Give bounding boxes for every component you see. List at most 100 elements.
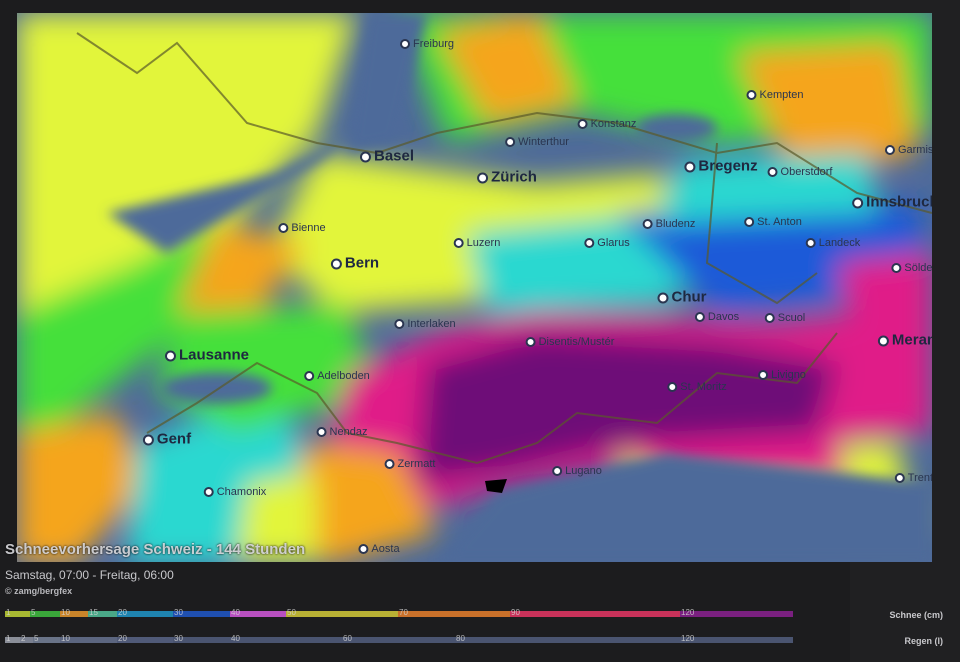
city-label: Freiburg bbox=[400, 38, 454, 50]
city-label: Chamonix bbox=[203, 486, 267, 498]
city-dot-icon bbox=[852, 197, 864, 209]
city-dot-icon bbox=[330, 258, 342, 270]
legend-tick-label: 30 bbox=[174, 608, 183, 617]
legend-tick-label: 15 bbox=[89, 608, 98, 617]
legend-tick-label: 40 bbox=[231, 608, 240, 617]
city-name: Freiburg bbox=[413, 38, 454, 50]
city-name: Davos bbox=[707, 311, 740, 323]
legend-color-segment bbox=[88, 611, 117, 617]
legend-color-segment bbox=[455, 637, 680, 643]
city-name: St. Moritz bbox=[680, 381, 727, 393]
city-dot-icon bbox=[667, 382, 678, 393]
city-name: Bludenz bbox=[655, 218, 696, 230]
city-label: Nendaz bbox=[316, 426, 368, 438]
city-name: Innsbruck bbox=[866, 193, 932, 211]
city-dot-icon bbox=[884, 145, 895, 156]
city-name: Lausanne bbox=[178, 346, 250, 364]
legend-color-segment bbox=[117, 611, 173, 617]
legend-tick-label: 1 bbox=[6, 634, 11, 643]
city-name: Luzern bbox=[466, 237, 501, 249]
rain-legend-scale: 1 2 5 10 20 30 40 60 80 120 bbox=[5, 634, 793, 643]
legend-tick-label: 50 bbox=[287, 608, 296, 617]
legend-tick-label: 5 bbox=[31, 608, 36, 617]
legend-color-segment bbox=[5, 611, 30, 617]
snow-legend-scale: 1 5 10 15 20 30 40 50 70 90 120 bbox=[5, 608, 793, 617]
legend-tick-label: 10 bbox=[61, 608, 70, 617]
city-label: Garmisch bbox=[884, 144, 932, 156]
city-label: Chur bbox=[657, 289, 707, 306]
city-label: Disentis/Mustér bbox=[525, 336, 615, 348]
city-dot-icon bbox=[746, 90, 757, 101]
city-name: Nendaz bbox=[329, 426, 368, 438]
city-dot-icon bbox=[694, 312, 705, 323]
city-dot-icon bbox=[684, 161, 696, 173]
legend-tick-label: 70 bbox=[399, 608, 408, 617]
legend-tick-label: 120 bbox=[681, 608, 695, 617]
city-label: Sölden bbox=[891, 262, 932, 274]
legend-tick-label: 2 bbox=[21, 634, 26, 643]
legend-tick-label: 40 bbox=[231, 634, 240, 643]
city-dot-icon bbox=[577, 119, 588, 130]
city-dot-icon bbox=[394, 319, 405, 330]
city-dot-icon bbox=[316, 427, 327, 438]
city-label: Davos bbox=[694, 311, 740, 323]
rain-legend-label: Regen (l) bbox=[904, 636, 943, 646]
city-label: Meran bbox=[877, 331, 932, 349]
snow-forecast-map[interactable]: Freiburg Basel Konstanz Winterthur Zürich Bre… bbox=[17, 13, 932, 562]
city-dot-icon bbox=[359, 151, 371, 163]
city-name: Zürich bbox=[491, 168, 537, 186]
city-dot-icon bbox=[642, 219, 653, 230]
city-name: Bregenz bbox=[698, 157, 758, 175]
city-dot-icon bbox=[164, 350, 176, 362]
city-label: Bern bbox=[330, 254, 380, 272]
legend-tick-label: 60 bbox=[343, 634, 352, 643]
legend-tick-label: 1 bbox=[6, 608, 11, 617]
city-dot-icon bbox=[894, 473, 905, 484]
city-name: Bienne bbox=[291, 222, 326, 234]
legend-tick-label: 30 bbox=[174, 634, 183, 643]
city-name: Lugano bbox=[565, 465, 602, 477]
city-dot-icon bbox=[891, 263, 902, 274]
city-dot-icon bbox=[453, 238, 464, 249]
city-label: Landeck bbox=[805, 237, 860, 249]
city-name: Glarus bbox=[597, 237, 630, 249]
city-dot-icon bbox=[764, 313, 775, 324]
city-name: Meran bbox=[891, 331, 932, 349]
city-dot-icon bbox=[525, 337, 536, 348]
city-dot-icon bbox=[657, 292, 669, 304]
legend-color-segment bbox=[680, 637, 793, 643]
city-name: Garmisch bbox=[897, 144, 932, 156]
city-name: Sölden bbox=[904, 262, 932, 274]
legend-tick-label: 120 bbox=[681, 634, 695, 643]
city-name: Oberstdorf bbox=[780, 166, 833, 178]
city-name: Chamonix bbox=[216, 486, 267, 498]
city-label: Basel bbox=[359, 147, 415, 165]
legend-color-segment bbox=[33, 637, 60, 643]
city-name: Bern bbox=[344, 254, 380, 272]
city-name: Konstanz bbox=[590, 118, 637, 130]
legend-color-segment bbox=[60, 637, 117, 643]
map-raster bbox=[17, 13, 932, 562]
legend-color-segment bbox=[510, 611, 680, 617]
city-dot-icon bbox=[877, 335, 889, 347]
city-label: Scuol bbox=[764, 312, 806, 324]
city-dot-icon bbox=[584, 238, 595, 249]
city-label: Innsbruck bbox=[852, 194, 932, 211]
legend-tick-label: 5 bbox=[34, 634, 39, 643]
city-name: Aosta bbox=[371, 543, 400, 555]
city-name: Interlaken bbox=[407, 318, 456, 330]
city-label: Zermatt bbox=[384, 458, 435, 470]
city-dot-icon bbox=[505, 137, 516, 148]
legend-color-segment bbox=[398, 611, 510, 617]
city-dot-icon bbox=[805, 238, 816, 249]
city-label: Oberstdorf bbox=[767, 166, 833, 178]
city-dot-icon bbox=[758, 370, 769, 381]
city-name: Scuol bbox=[777, 312, 806, 324]
city-name: Basel bbox=[373, 147, 415, 165]
city-dot-icon bbox=[744, 217, 755, 228]
legend-color-segment bbox=[230, 611, 286, 617]
city-label: St. Anton bbox=[744, 216, 802, 228]
city-name: Kempten bbox=[759, 89, 804, 101]
city-name: Disentis/Mustér bbox=[538, 336, 615, 348]
legend-tick-label: 20 bbox=[118, 608, 127, 617]
